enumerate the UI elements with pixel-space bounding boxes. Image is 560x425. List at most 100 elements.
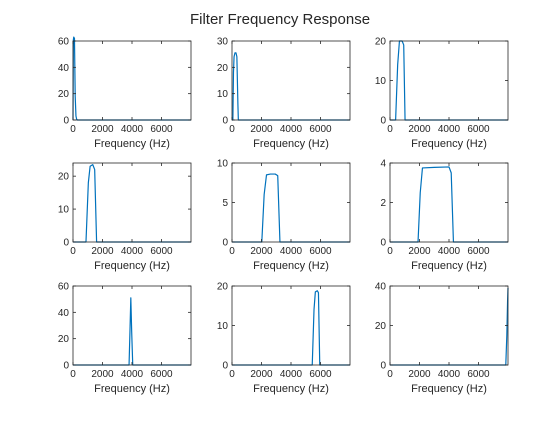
response-line bbox=[390, 166, 508, 243]
x-tick-label: 0 bbox=[387, 124, 393, 135]
x-tick-label: 0 bbox=[70, 246, 76, 257]
figure-title: Filter Frequency Response bbox=[190, 11, 370, 28]
subplot-2: 0 2000 4000 6000 0 10 20 30 Frequency (Hz) bbox=[217, 37, 351, 150]
y-tick-label: 0 bbox=[222, 361, 228, 372]
x-tick-label: 0 bbox=[387, 246, 393, 257]
axes-box bbox=[231, 162, 351, 243]
x-tick-label: 4000 bbox=[280, 246, 303, 257]
x-tick-label: 0 bbox=[229, 246, 235, 257]
x-tick-label: 6000 bbox=[467, 246, 490, 257]
x-axis-label: Frequency (Hz) bbox=[94, 383, 170, 395]
y-tick-label: 30 bbox=[217, 37, 229, 48]
x-tick-label: 2000 bbox=[250, 124, 273, 135]
response-line bbox=[232, 290, 350, 366]
axes-box bbox=[231, 40, 351, 121]
y-tick-label: 0 bbox=[63, 116, 69, 127]
axes-box bbox=[72, 40, 192, 121]
x-tick-label: 2000 bbox=[408, 246, 431, 257]
subplot-6: 0 2000 4000 6000 0 2 4 Frequency (Hz) bbox=[380, 159, 509, 272]
x-tick-label: 4000 bbox=[121, 369, 144, 380]
y-tick-label: 20 bbox=[58, 172, 70, 183]
subplot-5: 0 2000 4000 6000 0 5 10 Frequency (Hz) bbox=[217, 159, 351, 272]
subplot-1: 0 2000 4000 6000 0 20 40 60 Frequency (Hz) bbox=[58, 36, 192, 150]
x-tick-label: 2000 bbox=[91, 124, 114, 135]
x-tick-label: 6000 bbox=[309, 246, 332, 257]
x-tick-label: 2000 bbox=[250, 369, 273, 380]
x-tick-label: 6000 bbox=[150, 246, 173, 257]
x-axis-label: Frequency (Hz) bbox=[94, 138, 170, 150]
y-tick-label: 10 bbox=[58, 205, 70, 216]
response-line bbox=[72, 36, 191, 121]
x-tick-label: 2000 bbox=[408, 369, 431, 380]
y-tick-label: 0 bbox=[380, 238, 386, 249]
response-line bbox=[232, 52, 350, 121]
y-tick-label: 0 bbox=[63, 238, 69, 249]
x-tick-label: 6000 bbox=[150, 369, 173, 380]
axes-box bbox=[389, 285, 509, 366]
response-line bbox=[390, 287, 509, 366]
y-tick-label: 20 bbox=[375, 37, 387, 48]
y-tick-label: 2 bbox=[380, 198, 386, 209]
y-tick-label: 40 bbox=[58, 63, 70, 74]
axes-box bbox=[389, 40, 509, 121]
response-line bbox=[73, 164, 191, 243]
y-tick-label: 0 bbox=[380, 361, 386, 372]
y-tick-label: 20 bbox=[58, 334, 70, 345]
axes-box bbox=[231, 285, 351, 366]
y-tick-label: 40 bbox=[58, 308, 70, 319]
y-tick-label: 10 bbox=[217, 89, 229, 100]
x-tick-label: 4000 bbox=[280, 369, 303, 380]
y-tick-label: 60 bbox=[58, 37, 70, 48]
y-tick-label: 0 bbox=[63, 361, 69, 372]
x-tick-label: 4000 bbox=[121, 124, 144, 135]
x-axis-label: Frequency (Hz) bbox=[253, 383, 329, 395]
y-tick-label: 20 bbox=[217, 282, 229, 293]
y-tick-label: 0 bbox=[222, 238, 228, 249]
axes-box bbox=[72, 162, 192, 243]
y-tick-label: 20 bbox=[58, 89, 70, 100]
x-tick-label: 0 bbox=[70, 124, 76, 135]
x-axis-label: Frequency (Hz) bbox=[253, 138, 329, 150]
x-tick-label: 0 bbox=[70, 369, 76, 380]
y-tick-label: 0 bbox=[222, 116, 228, 127]
response-line bbox=[232, 173, 350, 243]
x-tick-label: 4000 bbox=[438, 124, 461, 135]
y-tick-label: 10 bbox=[217, 159, 229, 170]
x-tick-label: 2000 bbox=[91, 369, 114, 380]
x-axis-label: Frequency (Hz) bbox=[411, 138, 487, 150]
x-tick-label: 4000 bbox=[438, 369, 461, 380]
x-tick-label: 4000 bbox=[438, 246, 461, 257]
axes-box bbox=[389, 162, 509, 243]
subplot-9: 0 2000 4000 6000 0 20 40 Frequency (Hz) bbox=[375, 282, 509, 395]
x-tick-label: 4000 bbox=[280, 124, 303, 135]
subplot-4: 0 2000 4000 6000 0 10 20 Frequency (Hz) bbox=[58, 162, 192, 272]
x-tick-label: 2000 bbox=[408, 124, 431, 135]
y-tick-label: 0 bbox=[380, 116, 386, 127]
x-tick-label: 6000 bbox=[467, 124, 490, 135]
response-line bbox=[390, 40, 508, 121]
y-tick-label: 40 bbox=[375, 282, 387, 293]
response-line bbox=[73, 297, 191, 366]
x-tick-label: 2000 bbox=[250, 246, 273, 257]
x-axis-label: Frequency (Hz) bbox=[94, 260, 170, 272]
x-tick-label: 0 bbox=[229, 124, 235, 135]
y-tick-label: 60 bbox=[58, 282, 70, 293]
subplot-8: 0 2000 4000 6000 0 10 20 Frequency (Hz) bbox=[217, 282, 351, 395]
x-tick-label: 6000 bbox=[309, 369, 332, 380]
x-axis-label: Frequency (Hz) bbox=[253, 260, 329, 272]
x-tick-label: 0 bbox=[387, 369, 393, 380]
x-axis-label: Frequency (Hz) bbox=[411, 260, 487, 272]
x-tick-label: 6000 bbox=[467, 369, 490, 380]
x-tick-label: 2000 bbox=[91, 246, 114, 257]
x-tick-label: 6000 bbox=[309, 124, 332, 135]
y-tick-label: 10 bbox=[375, 76, 387, 87]
x-axis-label: Frequency (Hz) bbox=[411, 383, 487, 395]
subplot-7: 0 2000 4000 6000 0 20 40 60 Frequency (Hz) bbox=[58, 282, 192, 395]
x-tick-label: 0 bbox=[229, 369, 235, 380]
subplot-3: 0 2000 4000 6000 0 10 20 Frequency (Hz) bbox=[375, 37, 509, 150]
y-tick-label: 20 bbox=[375, 321, 387, 332]
y-tick-label: 4 bbox=[380, 159, 386, 170]
x-tick-label: 6000 bbox=[150, 124, 173, 135]
